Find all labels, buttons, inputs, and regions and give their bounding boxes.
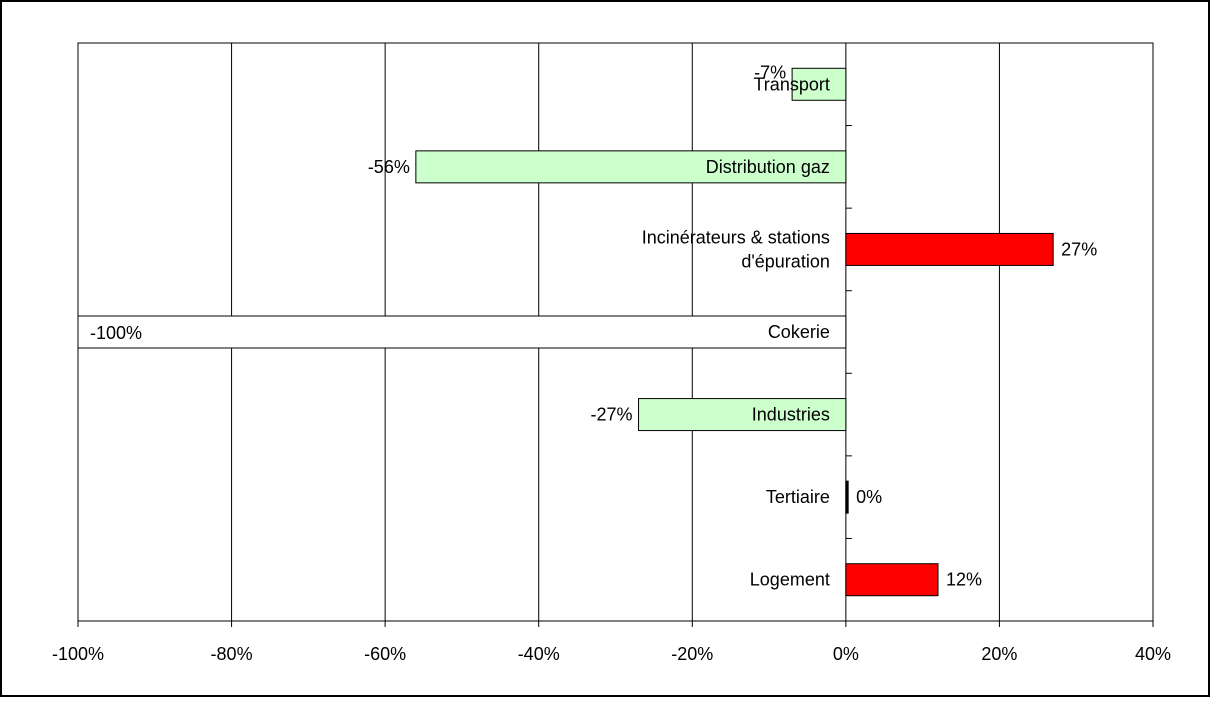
category-label: Transport bbox=[753, 74, 829, 94]
x-tick-label: -100% bbox=[52, 644, 104, 664]
labels: Transport-7% Distribution gaz -56% Incinéra… bbox=[90, 62, 1097, 589]
x-tick-label: 40% bbox=[1135, 644, 1171, 664]
category-label: Incinérateurs & stations bbox=[642, 227, 830, 247]
bar bbox=[845, 232, 1054, 266]
bar bbox=[845, 563, 939, 597]
x-tick-label: -20% bbox=[671, 644, 713, 664]
x-tick-label: -60% bbox=[364, 644, 406, 664]
value-label: -7% bbox=[754, 62, 786, 82]
bars bbox=[77, 67, 1054, 597]
bar bbox=[845, 480, 849, 514]
value-label: 0% bbox=[856, 487, 882, 507]
x-tick-label: -80% bbox=[211, 644, 253, 664]
value-label: -56% bbox=[368, 157, 410, 177]
bar bbox=[415, 150, 847, 184]
x-tick-label: 20% bbox=[981, 644, 1017, 664]
bar bbox=[77, 315, 847, 349]
value-label: 12% bbox=[946, 570, 982, 590]
value-label: 27% bbox=[1061, 239, 1097, 259]
bar bbox=[791, 67, 847, 101]
axes: -100% -80% -60% -40% -20% 0% 20% 40% bbox=[52, 42, 1171, 664]
category-label: Industries bbox=[752, 405, 830, 425]
value-label: -27% bbox=[591, 405, 633, 425]
x-tick-label: 0% bbox=[833, 644, 859, 664]
category-label: Cokerie bbox=[768, 322, 830, 342]
category-label: Tertiaire bbox=[766, 487, 830, 507]
bar bbox=[638, 398, 847, 432]
category-label: Logement bbox=[750, 570, 830, 590]
category-label: d'épuration bbox=[741, 251, 830, 271]
category-label: Distribution gaz bbox=[706, 157, 830, 177]
value-label: -100% bbox=[90, 323, 142, 343]
x-tick-label: -40% bbox=[518, 644, 560, 664]
